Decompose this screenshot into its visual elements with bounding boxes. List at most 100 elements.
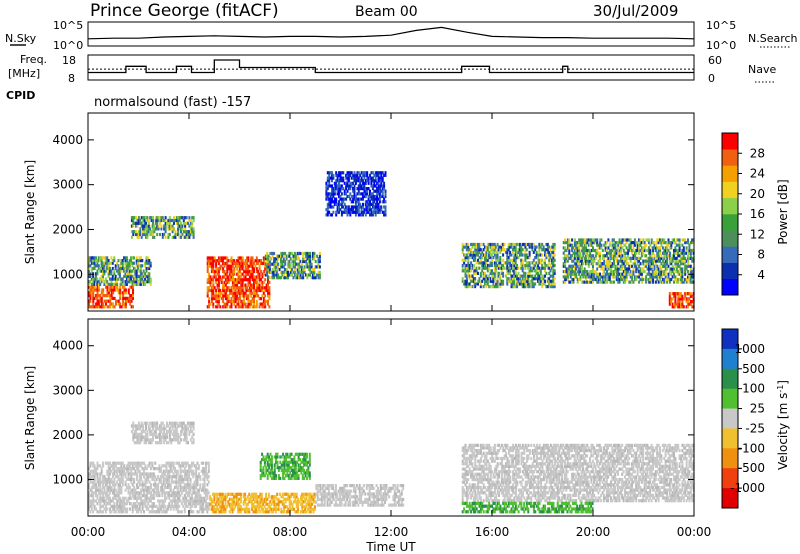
echo-cell — [88, 282, 90, 286]
echo-cell — [495, 282, 498, 286]
echo-cell — [95, 488, 97, 492]
echo-cell — [631, 248, 634, 253]
echo-cell — [499, 261, 502, 265]
echo-cell — [617, 262, 620, 266]
echo-cell — [527, 285, 530, 289]
echo-cell — [646, 272, 649, 276]
echo-cell — [568, 246, 571, 250]
echo-cell — [207, 491, 210, 495]
echo-cell — [151, 461, 154, 465]
echo-cell — [255, 299, 258, 303]
echo-cell — [158, 491, 161, 495]
echo-cell — [666, 248, 669, 253]
echo-cell — [346, 179, 349, 183]
echo-cell — [110, 464, 113, 468]
echo-cell — [92, 282, 95, 286]
echo-cell — [262, 291, 265, 295]
echo-cell — [246, 259, 248, 263]
echo-cell — [366, 179, 369, 183]
echo-cell — [181, 461, 183, 465]
echo-cell — [495, 279, 498, 283]
echo-cell — [381, 187, 384, 191]
echo-cell — [680, 292, 682, 296]
echo-cell — [146, 259, 149, 263]
echo-cell — [331, 194, 333, 199]
echo-cell — [96, 282, 99, 286]
echo-cell — [495, 258, 498, 262]
echo-cell — [468, 282, 471, 286]
echo-cell — [128, 477, 131, 481]
echo-cell — [209, 259, 212, 263]
echo-cell — [572, 246, 575, 250]
echo-cell — [661, 280, 664, 284]
echo-cell — [275, 262, 278, 266]
echo-cell — [328, 176, 331, 180]
echo-cell — [367, 202, 370, 206]
echo-cell — [373, 200, 376, 204]
echo-cell — [210, 291, 213, 295]
echo-cell — [364, 192, 367, 196]
frequency-series-line — [88, 59, 694, 74]
echo-cell — [377, 189, 380, 193]
echo-cell — [179, 483, 182, 487]
echo-cell — [329, 205, 332, 209]
echo-cell — [643, 248, 646, 253]
echo-cell — [100, 299, 103, 303]
echo-cell — [237, 280, 240, 284]
echo-cell — [590, 270, 593, 274]
echo-cell — [502, 266, 505, 270]
echo-cell — [535, 269, 538, 273]
echo-cell — [496, 258, 499, 262]
echo-cell — [366, 202, 369, 206]
echo-cell — [635, 251, 638, 255]
echo-cell — [573, 243, 576, 247]
echo-cell — [578, 241, 581, 245]
echo-cell — [582, 270, 585, 274]
echo-cell — [318, 270, 321, 274]
echo-cell — [230, 297, 233, 301]
echo-cell — [186, 472, 189, 476]
echo-cell — [164, 469, 167, 473]
echo-cell — [347, 176, 350, 180]
echo-cell — [548, 258, 551, 262]
echo-cell — [96, 296, 99, 300]
echo-cell — [208, 286, 211, 290]
echo-cell — [223, 305, 226, 309]
echo-cell — [154, 216, 157, 220]
echo-cell — [534, 263, 537, 268]
echo-cell — [138, 475, 141, 479]
echo-cell — [202, 461, 205, 465]
echo-cell — [593, 270, 596, 274]
echo-cell — [117, 291, 120, 295]
echo-cell — [103, 299, 106, 303]
echo-cell — [114, 277, 117, 281]
echo-cell — [227, 294, 230, 298]
echo-cell — [139, 269, 142, 273]
echo-cell — [241, 302, 244, 306]
echo-cell — [668, 254, 671, 258]
echo-cell — [145, 477, 148, 481]
echo-cell — [687, 264, 689, 268]
echo-cell — [102, 494, 105, 498]
echo-cell — [517, 279, 520, 283]
echo-cell — [114, 483, 117, 487]
echo-cell — [127, 280, 130, 284]
echo-cell — [88, 502, 90, 506]
colorbar-swatch — [722, 149, 738, 166]
echo-cell — [675, 280, 678, 284]
echo-cell — [142, 274, 145, 278]
echo-cell — [120, 461, 123, 465]
echo-cell — [306, 273, 309, 277]
echo-cell — [510, 263, 513, 268]
echo-cell — [545, 248, 548, 252]
echo-cell — [646, 238, 649, 242]
echo-cell — [603, 277, 606, 282]
echo-cell — [236, 261, 239, 265]
echo-cell — [590, 248, 593, 253]
echo-cell — [521, 266, 524, 270]
echo-cell — [624, 254, 627, 258]
echo-cell — [502, 271, 505, 275]
echo-cell — [347, 194, 350, 199]
echo-cell — [172, 499, 175, 503]
echo-cell — [220, 297, 223, 301]
